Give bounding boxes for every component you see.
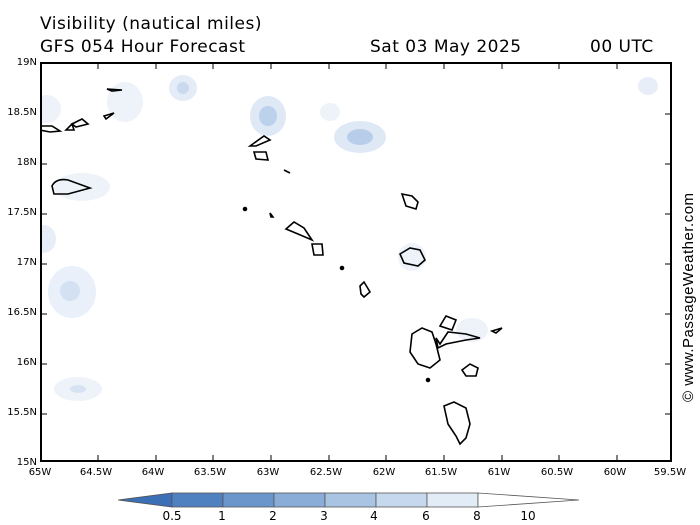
lat-label-15n: 15N (16, 457, 37, 468)
lon-label-62-5w: 62.5W (309, 467, 343, 478)
colorbar-swatches (118, 492, 580, 508)
credit-text: © www.PassageWeather.com (680, 192, 697, 402)
lat-label-17-5n: 17.5N (7, 207, 37, 218)
lat-label-15-5n: 15.5N (7, 407, 37, 418)
visibility-patch (42, 95, 61, 123)
map-title: Visibility (nautical miles) (40, 14, 262, 34)
legend-label-4: 4 (370, 509, 378, 523)
island-coastline (42, 125, 63, 133)
forecast-label: GFS 054 Hour Forecast (40, 37, 246, 57)
forecast-date: Sat 03 May 2025 (370, 37, 522, 57)
visibility-patch (347, 129, 373, 145)
lat-label-19n: 19N (16, 57, 37, 68)
forecast-time: 00 UTC (590, 37, 654, 57)
island-coastline (359, 280, 372, 299)
island-coastline (283, 169, 291, 174)
lon-label-60-5w: 60.5W (540, 467, 574, 478)
colorbar-swatch (273, 492, 326, 508)
lat-label-17n: 17N (16, 257, 37, 268)
lon-label-60w: 60W (603, 467, 627, 478)
colorbar-swatch (118, 492, 173, 508)
visibility-patches (42, 75, 658, 401)
lat-label-16-5n: 16.5N (7, 307, 37, 318)
colorbar-swatch (222, 492, 275, 508)
lon-label-63-5w: 63.5W (193, 467, 227, 478)
colorbar-swatch (324, 492, 377, 508)
island-coastline (70, 118, 90, 128)
coastlines (42, 88, 503, 446)
island-coastline (252, 151, 270, 161)
lon-label-61-5w: 61.5W (424, 467, 458, 478)
legend-label-3: 3 (320, 509, 328, 523)
island-coastline (284, 221, 315, 242)
colorbar-swatch (477, 492, 580, 508)
island-coastline (425, 377, 431, 383)
colorbar-swatch (171, 492, 224, 508)
lon-label-61w: 61W (487, 467, 511, 478)
visibility-patch (177, 82, 189, 94)
visibility-patch (42, 225, 56, 253)
lon-label-59-5w: 59.5W (653, 467, 687, 478)
legend-label-1: 1 (218, 509, 226, 523)
island-coastline (435, 331, 481, 350)
visibility-map (42, 64, 670, 460)
island-coastline (51, 178, 93, 195)
lat-label-18-5n: 18.5N (7, 107, 37, 118)
legend-label-6: 6 (422, 509, 430, 523)
island-coastline (339, 265, 345, 271)
credit-watermark: © www.PassageWeather.com (678, 72, 698, 402)
lon-label-65w: 65W (28, 467, 52, 478)
colorbar-swatch (426, 492, 479, 508)
island-coastline (438, 315, 458, 331)
lat-label-18n: 18N (16, 157, 37, 168)
island-coastline (400, 192, 419, 210)
lon-label-63w: 63W (256, 467, 280, 478)
island-coastline (398, 247, 426, 267)
island-coastline (443, 401, 471, 446)
island-coastline (102, 112, 115, 121)
island-coastline (247, 135, 272, 147)
visibility-patch (60, 281, 80, 301)
island-coastline (409, 327, 441, 369)
lon-label-62w: 62W (372, 467, 396, 478)
colorbar-legend (118, 492, 580, 522)
island-coastline (242, 206, 248, 212)
axis-ticks (42, 64, 670, 460)
island-coastline (106, 88, 123, 92)
lon-label-64w: 64W (141, 467, 165, 478)
lat-label-16n: 16N (16, 357, 37, 368)
visibility-patch (320, 103, 340, 121)
legend-label-10: 10 (520, 509, 536, 523)
colorbar-swatch (375, 492, 428, 508)
visibility-patch (107, 82, 143, 122)
map-panel (40, 62, 672, 462)
legend-label-0-5: 0.5 (162, 509, 182, 523)
visibility-patch (54, 173, 110, 201)
visibility-patch (638, 77, 658, 95)
island-coastline (311, 243, 324, 256)
lon-label-64-5w: 64.5W (79, 467, 113, 478)
island-coastline (269, 212, 275, 218)
legend-label-2: 2 (269, 509, 277, 523)
island-coastline (460, 363, 479, 377)
colorbar (118, 492, 580, 508)
legend-label-8: 8 (473, 509, 481, 523)
island-coastline (64, 122, 76, 131)
visibility-patch (70, 385, 86, 393)
visibility-patch (259, 106, 277, 126)
island-coastline (489, 327, 503, 334)
visibility-patch (456, 318, 488, 342)
